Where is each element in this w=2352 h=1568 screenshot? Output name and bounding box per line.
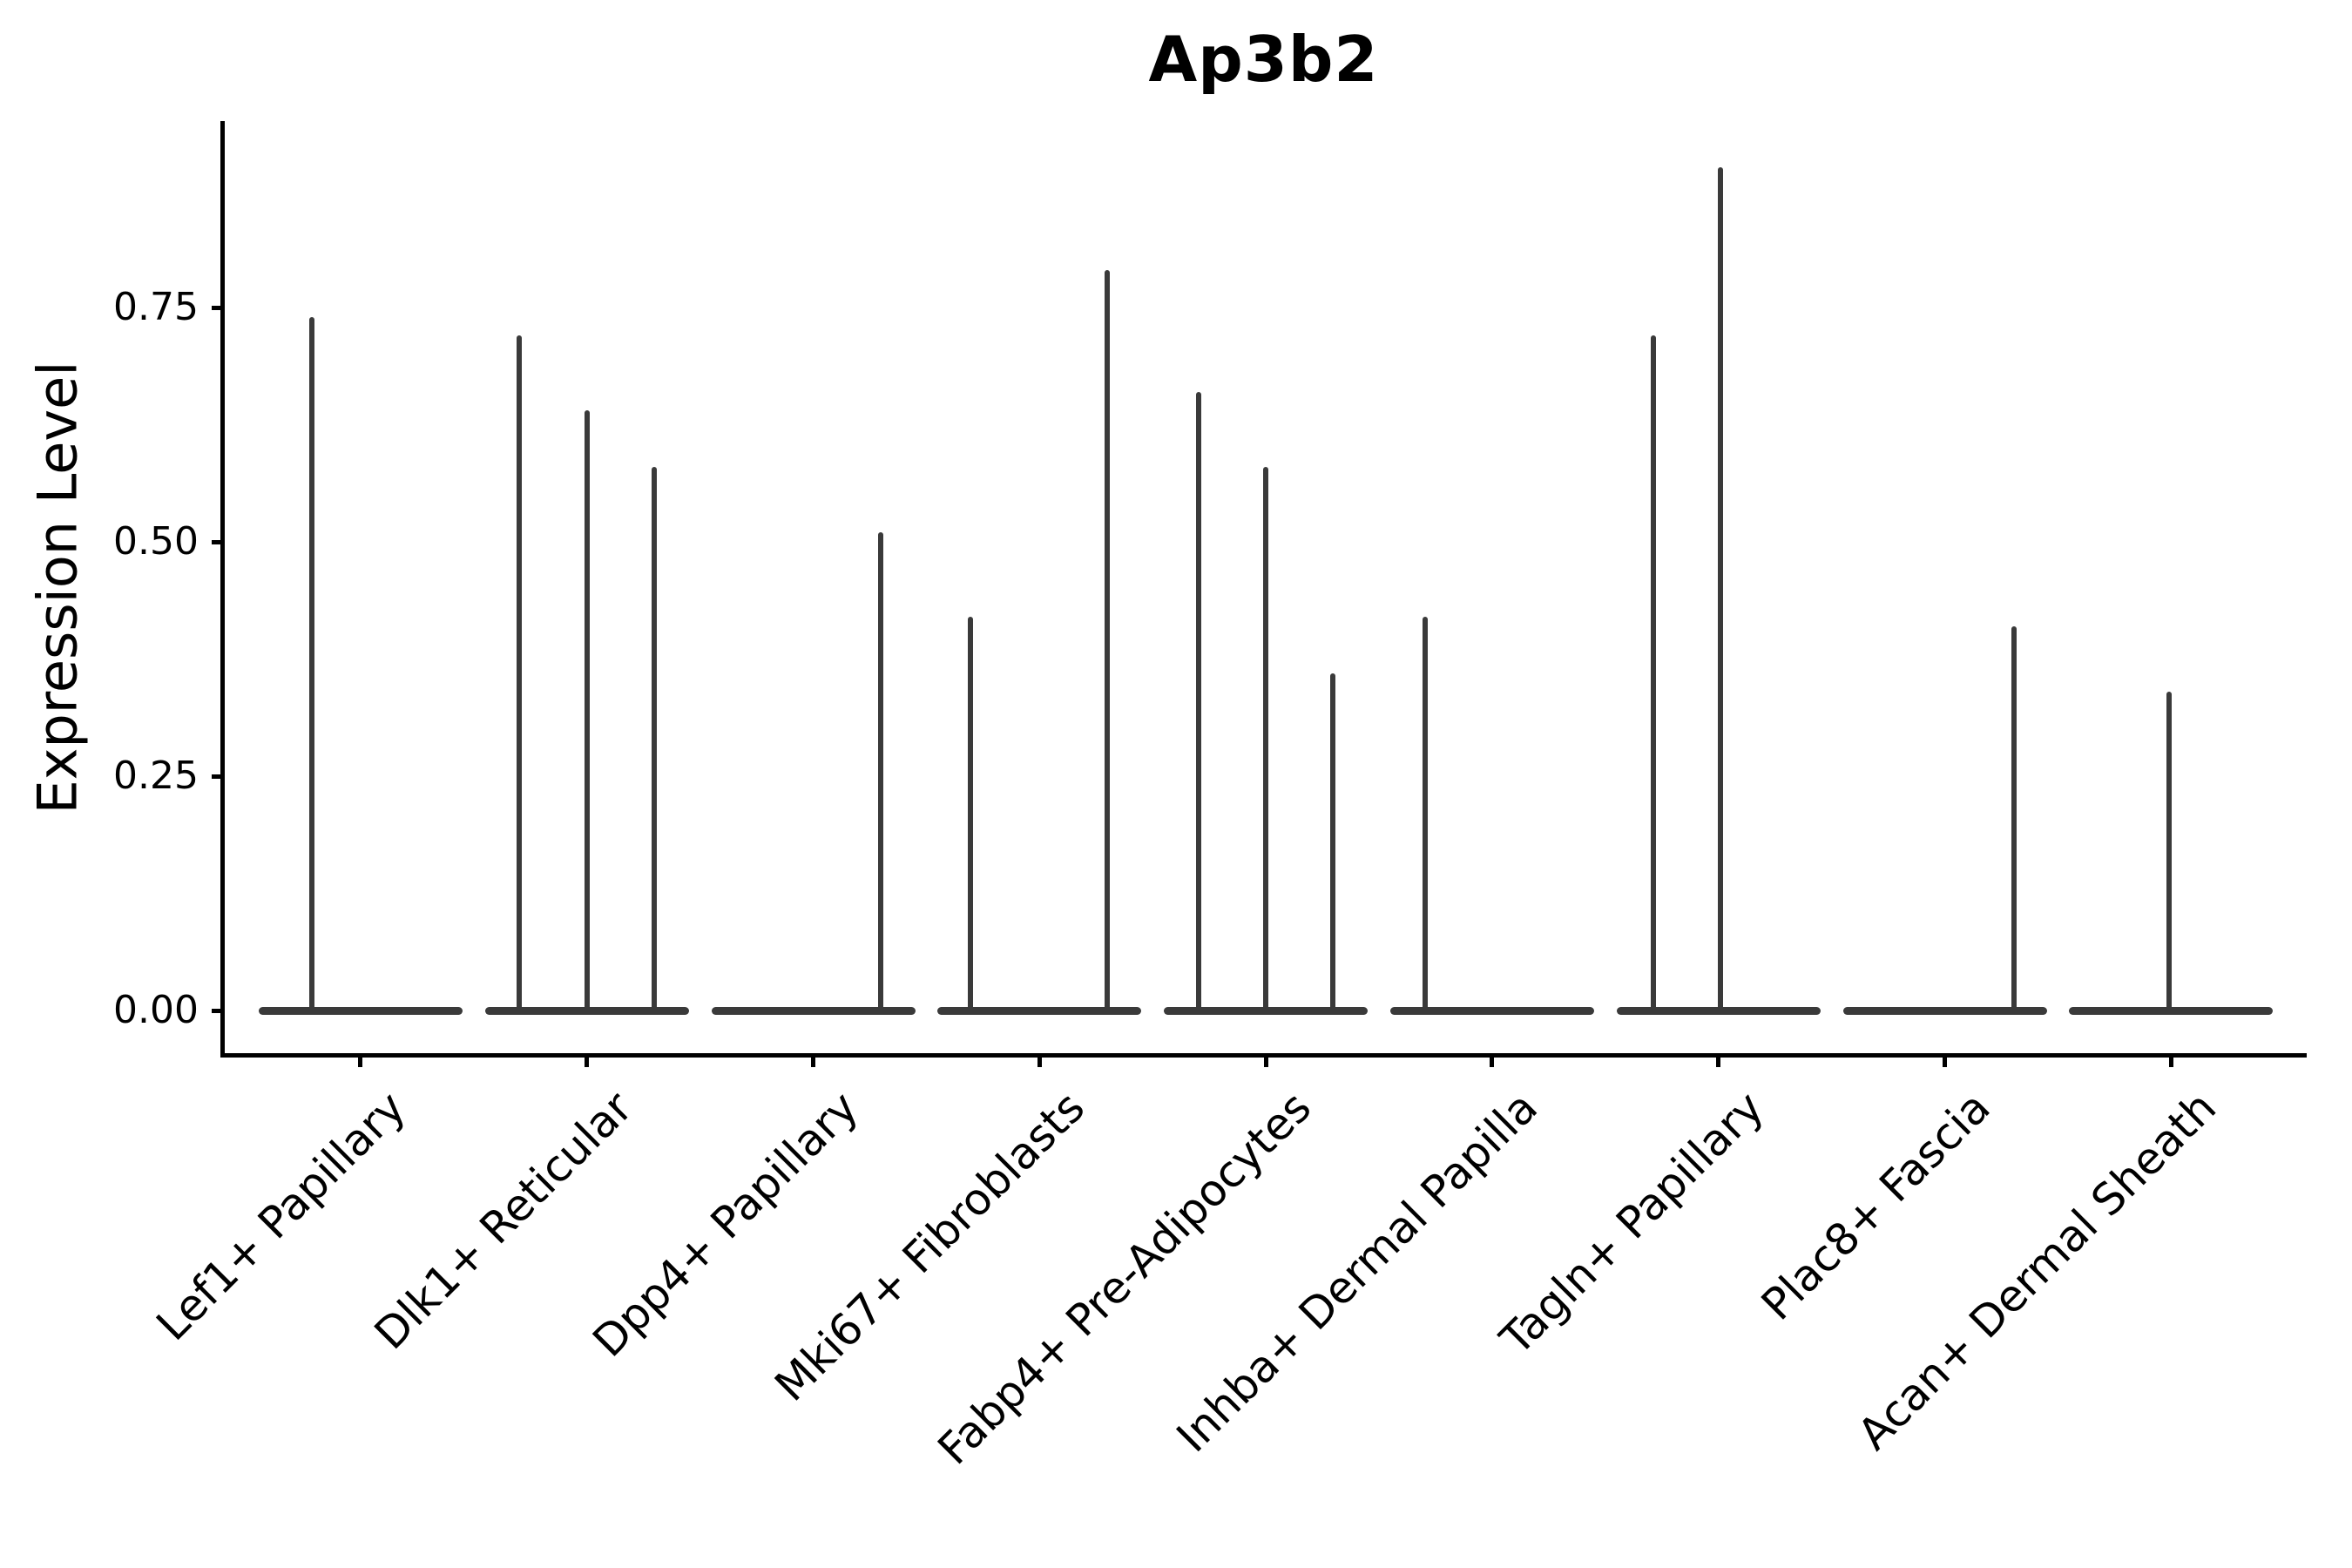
violin-baseline [258,1006,463,1015]
y-tick-mark [212,1008,225,1013]
violin-spike [1263,466,1269,1014]
violin-baseline [1389,1006,1594,1015]
x-tick-mark [811,1053,815,1067]
violin-baseline [711,1006,916,1015]
violin-spike [1195,391,1201,1014]
y-tick-label: 0.00 [113,988,199,1032]
violin-spike [651,466,657,1014]
x-tick-mark [1943,1053,1947,1067]
violin-spike [2011,625,2017,1014]
x-tick-mark [358,1053,363,1067]
x-tick-label: Fabp4+ Pre-Adipocytes [928,1082,1321,1475]
x-tick-label: Plac8+ Fascia [1751,1082,2000,1330]
x-tick-label: Inhba+ Dermal Papilla [1166,1082,1547,1463]
x-tick-mark [2168,1053,2173,1067]
y-axis-title: Expression Level [0,121,115,1053]
violin-spike [1422,617,1428,1014]
y-axis-title-text: Expression Level [25,361,90,814]
violin-spike [1718,166,1724,1014]
violin-spike [1330,672,1336,1014]
violin-spike [877,532,883,1014]
x-tick-mark [1716,1053,1721,1067]
violin-baseline [1842,1006,2047,1015]
x-tick-mark [1037,1053,1042,1067]
y-tick-label: 0.50 [113,519,199,564]
violin-spike [1650,335,1656,1014]
violin-spike [584,410,590,1014]
violin-spike [517,335,523,1014]
plot-title: Ap3b2 [1148,23,1379,96]
x-tick-label: Acan+ Dermal Sheath [1848,1082,2227,1460]
plot-panel [220,121,2307,1058]
violin-baseline [937,1006,1142,1015]
violin-spike [308,316,314,1014]
y-tick-label: 0.75 [113,285,199,329]
x-tick-mark [1263,1053,1268,1067]
violin-spike [967,617,973,1014]
x-tick-label: Lef1+ Papillary [146,1082,416,1351]
violin-spike [1104,269,1110,1014]
y-tick-mark [212,774,225,779]
y-tick-mark [212,305,225,310]
y-tick-label: 0.25 [113,754,199,798]
x-tick-mark [1490,1053,1495,1067]
violin-spike [2166,692,2172,1014]
x-tick-mark [585,1053,590,1067]
y-tick-mark [212,539,225,544]
